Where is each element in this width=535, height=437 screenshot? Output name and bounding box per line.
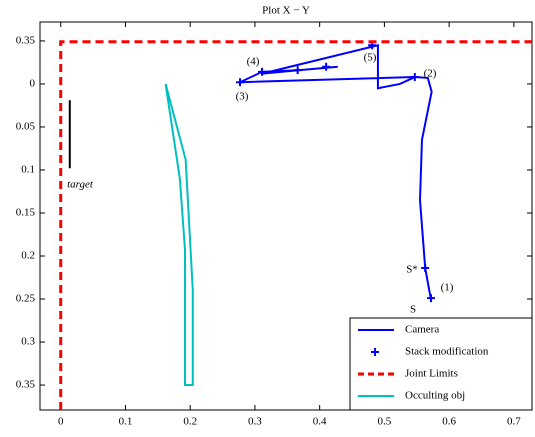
marker bbox=[322, 62, 331, 71]
y-tick-label: 0.25 bbox=[16, 293, 36, 305]
marker bbox=[427, 294, 436, 303]
annotation: target bbox=[67, 179, 94, 191]
annotation: (5) bbox=[364, 52, 377, 64]
y-tick-label: 0.2 bbox=[21, 250, 35, 262]
y-tick-label: 0.35 bbox=[16, 34, 36, 46]
chart-title: Plot X − Y bbox=[262, 5, 310, 17]
line bbox=[59, 40, 532, 410]
x-tick-label: 0.1 bbox=[119, 416, 133, 428]
x-tick-label: 0.5 bbox=[378, 416, 392, 428]
annotation: (4) bbox=[247, 56, 260, 68]
legend-label: Camera bbox=[405, 324, 439, 336]
x-tick-label: 0.4 bbox=[313, 416, 327, 428]
legend-label: Occulting obj bbox=[405, 390, 465, 402]
x-tick-label: 0.2 bbox=[183, 416, 197, 428]
marker bbox=[410, 73, 419, 82]
legend-label: Joint Limits bbox=[405, 368, 458, 380]
marker bbox=[258, 67, 267, 76]
legend bbox=[349, 317, 533, 411]
marker bbox=[236, 78, 245, 87]
y-tick-label: 0 bbox=[30, 77, 36, 89]
annotation: (1) bbox=[441, 282, 454, 294]
x-tick-label: 0.6 bbox=[442, 416, 456, 428]
marker bbox=[421, 264, 430, 273]
y-tick-label: 0.3 bbox=[21, 336, 35, 348]
legend-marker bbox=[371, 348, 379, 356]
x-tick-label: 0.7 bbox=[507, 416, 521, 428]
annotation: (3) bbox=[236, 91, 249, 103]
annotation: S bbox=[410, 304, 416, 316]
legend-label: Stack modification bbox=[405, 346, 489, 358]
annotation: (2) bbox=[424, 68, 437, 80]
x-tick-label: 0.3 bbox=[248, 416, 262, 428]
marker bbox=[293, 66, 302, 75]
y-tick-label: 0.05 bbox=[16, 120, 36, 132]
line bbox=[164, 83, 194, 387]
y-tick-label: 0.1 bbox=[21, 164, 35, 176]
y-tick-label: 0.15 bbox=[16, 207, 36, 219]
annotation: S* bbox=[406, 264, 418, 276]
y-tick-label: 0.35 bbox=[16, 379, 36, 391]
x-tick-label: 0 bbox=[58, 416, 64, 428]
